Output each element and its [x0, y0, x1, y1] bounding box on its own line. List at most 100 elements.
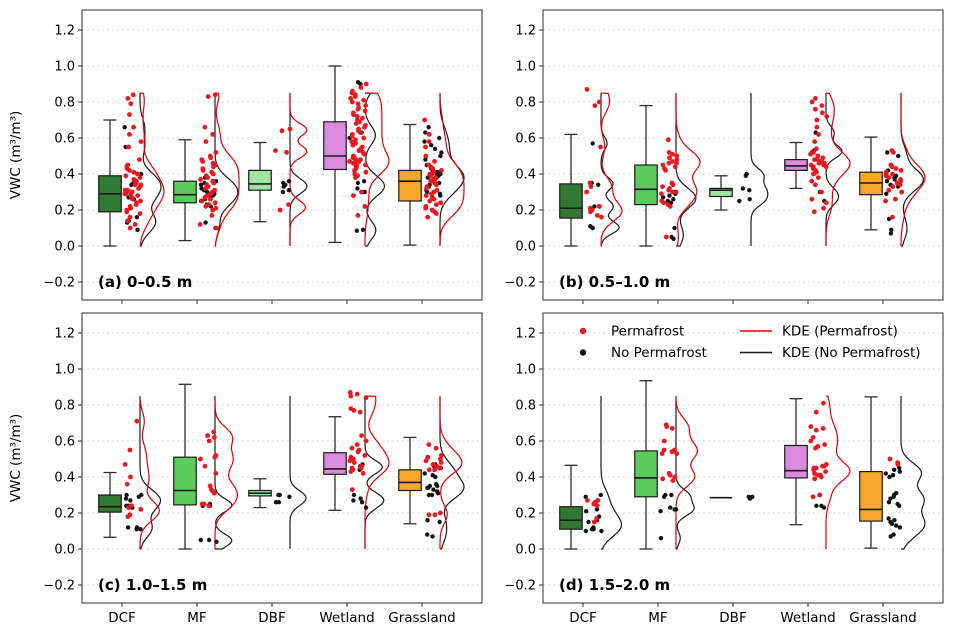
point-permafrost: [362, 124, 367, 130]
point-permafrost: [439, 168, 444, 173]
kde-permafrost: [364, 92, 390, 246]
point-permafrost: [199, 198, 205, 204]
point-permafrost: [356, 148, 362, 154]
point-permafrost: [422, 117, 428, 123]
point-permafrost: [286, 202, 291, 208]
point-permafrost: [362, 204, 368, 209]
point-permafrost: [137, 157, 142, 163]
point-permafrost: [425, 454, 431, 460]
point-permafrost: [588, 209, 593, 215]
point-no-permafrost: [363, 505, 369, 510]
point-permafrost: [674, 153, 680, 159]
point-permafrost: [206, 503, 212, 509]
point-no-permafrost: [671, 197, 676, 202]
point-permafrost: [819, 189, 824, 195]
box: [173, 180, 197, 204]
group-a-Grassland: [398, 93, 465, 246]
legend-label: Permafrost: [611, 324, 684, 340]
point-no-permafrost: [361, 179, 367, 184]
point-permafrost: [820, 110, 825, 116]
point-permafrost: [670, 151, 675, 157]
point-permafrost: [198, 177, 204, 182]
panel-c: −0.2 0.0 0.2 0.4 0.6 0.8 1.0 1.2 DCF MF DBF Wetland…: [8, 312, 483, 626]
y-tick-label: 0.8: [515, 398, 536, 413]
point-permafrost: [138, 198, 144, 204]
point-permafrost: [362, 151, 367, 157]
y-tick-label: 1.0: [515, 362, 536, 377]
point-permafrost: [349, 99, 355, 105]
x-tick-label: Grassland: [849, 610, 917, 626]
point-permafrost: [674, 157, 680, 163]
point-permafrost: [889, 164, 895, 170]
kde-no-permafrost: [289, 396, 307, 549]
point-permafrost: [129, 189, 135, 195]
point-permafrost: [434, 202, 439, 208]
point-permafrost: [823, 200, 829, 206]
x-tick-label: MF: [187, 610, 206, 626]
point-permafrost: [812, 182, 818, 188]
y-tick-label: 1.2: [54, 23, 75, 38]
panel-label: (c) 1.0–1.5 m: [98, 576, 207, 594]
kde-permafrost: [675, 93, 701, 247]
point-no-permafrost: [814, 503, 819, 508]
point-permafrost: [135, 171, 140, 177]
point-permafrost: [883, 169, 889, 175]
group-d-DCF: [559, 396, 623, 550]
point-no-permafrost: [422, 471, 427, 476]
point-permafrost: [591, 519, 597, 525]
point-permafrost: [349, 133, 355, 139]
point-no-permafrost: [425, 532, 430, 537]
point-no-permafrost: [887, 474, 892, 480]
point-permafrost: [210, 207, 216, 213]
point-no-permafrost: [896, 153, 901, 159]
point-no-permafrost: [135, 227, 140, 232]
point-permafrost: [197, 222, 203, 227]
point-permafrost: [202, 463, 208, 469]
point-no-permafrost: [355, 180, 361, 186]
kde-permafrost: [214, 92, 240, 247]
point-permafrost: [203, 139, 209, 145]
point-permafrost: [132, 222, 138, 227]
point-permafrost: [809, 178, 815, 184]
point-no-permafrost: [889, 521, 895, 526]
point-permafrost: [667, 155, 672, 161]
point-permafrost: [899, 189, 905, 195]
point-no-permafrost: [432, 146, 438, 151]
point-permafrost: [809, 196, 815, 202]
point-permafrost: [426, 132, 432, 137]
point-permafrost: [434, 182, 439, 188]
point-no-permafrost: [423, 157, 428, 162]
point-permafrost: [816, 175, 821, 181]
kde-no-permafrost: [139, 396, 162, 550]
point-permafrost: [823, 164, 829, 170]
point-permafrost: [198, 456, 203, 462]
point-permafrost: [277, 207, 283, 213]
point-permafrost: [663, 168, 668, 173]
group-d-Grassland: [859, 396, 926, 550]
kde-no-permafrost: [600, 396, 623, 550]
y-tick-label: −0.2: [43, 275, 75, 290]
kde-permafrost: [600, 92, 623, 247]
point-permafrost: [355, 106, 361, 112]
kde-permafrost: [289, 93, 308, 246]
point-permafrost: [200, 159, 206, 164]
point-permafrost: [810, 494, 816, 500]
legend-marker-dot: [579, 327, 587, 335]
point-no-permafrost: [214, 539, 219, 544]
panel-border: [542, 9, 944, 301]
point-permafrost: [131, 124, 137, 130]
point-permafrost: [816, 160, 822, 166]
point-permafrost: [205, 94, 211, 99]
point-permafrost: [208, 155, 214, 161]
point-permafrost: [363, 103, 369, 108]
point-permafrost: [674, 451, 680, 456]
point-permafrost: [425, 214, 431, 220]
point-no-permafrost: [198, 182, 204, 187]
point-permafrost: [359, 433, 364, 438]
point-permafrost: [136, 186, 142, 191]
point-no-permafrost: [668, 505, 673, 510]
point-permafrost: [126, 505, 131, 510]
point-permafrost: [672, 164, 678, 170]
point-no-permafrost: [423, 130, 428, 135]
point-permafrost: [428, 178, 434, 184]
